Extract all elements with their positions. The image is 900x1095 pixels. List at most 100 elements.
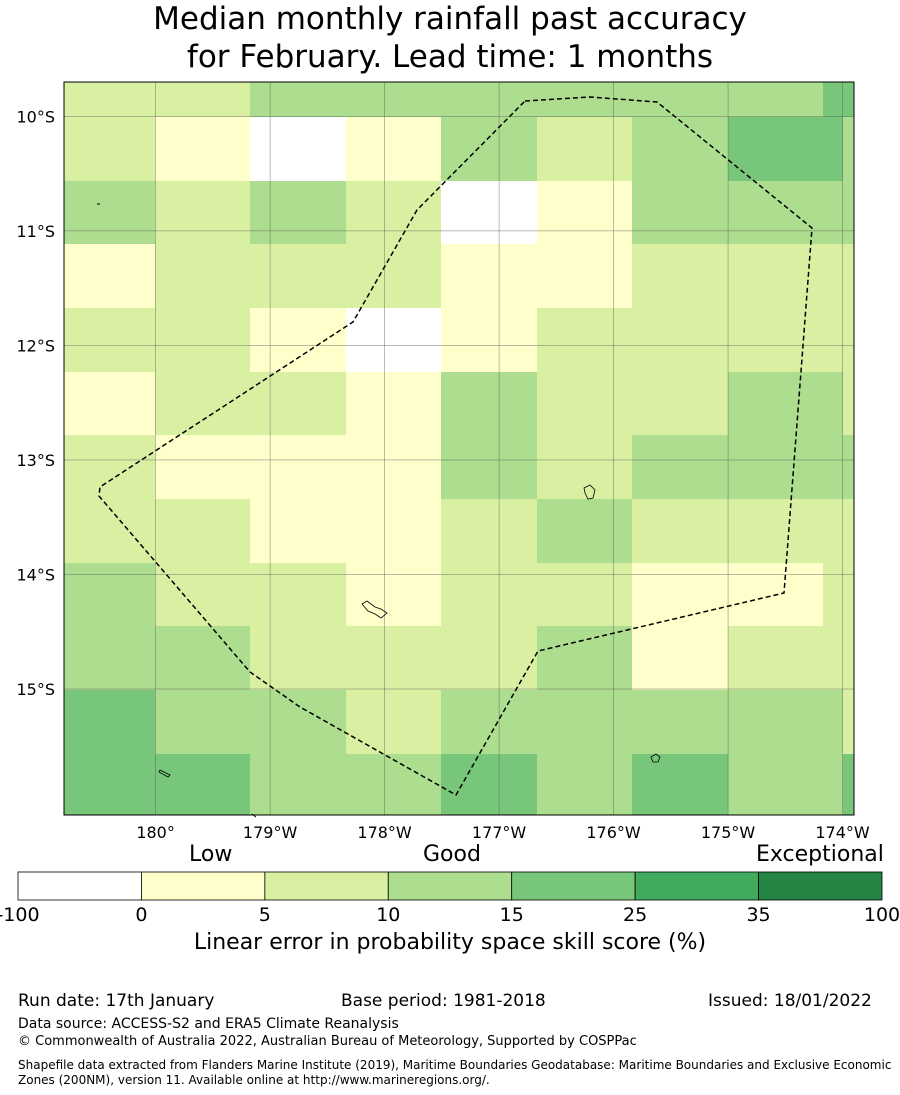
grid-cell [155,435,251,500]
grid-cell [632,244,729,309]
grid-cell [441,754,538,816]
grid-cell [537,626,633,691]
grid-cell [441,244,538,309]
grid-cell [441,372,538,436]
rainfall-accuracy-map: 10°S11°S12°S13°S14°S15°S 180° 179°W 178°W 1… [16,81,870,842]
grid-cell [250,754,347,816]
grid-cell [64,690,156,755]
grid-cell [823,499,844,564]
grid-cell [843,563,855,627]
grid-cell [441,308,538,373]
grid-cell [728,181,824,245]
grid-cell [346,82,442,118]
grid-cell [155,754,251,816]
lat-tick-label: 12°S [16,336,55,355]
category-exceptional: Exceptional [756,842,884,867]
lon-tick-label: 177°W [472,823,527,842]
grid-cell [823,754,844,816]
grid-cell [155,499,251,564]
colorbar-swatch [634,871,759,901]
lon-tick-label: 179°W [243,823,298,842]
grid-cell [346,181,442,245]
grid-cell [155,690,251,755]
lat-tick-label: 15°S [16,680,55,699]
colorbar-tick-label: -100 [0,904,40,926]
grid-cell [843,372,855,436]
grid-cell [843,499,855,564]
grid-cell [346,499,442,564]
grid-cell [728,754,824,816]
grid-cell [64,82,156,118]
island-reef-east [158,769,171,778]
grid-cell [843,435,855,500]
grid-cell [843,626,855,691]
colorbar-swatch [264,871,389,901]
category-good: Good [423,842,481,867]
grid-cell [537,181,633,245]
grid-cell [728,435,824,500]
grid-cell [64,754,156,816]
grid-cell [441,181,538,245]
grid-cell [537,754,633,816]
colorbar-tick-label: 10 [376,904,400,926]
grid-cell [155,181,251,245]
colorbar: -100 0 5 10 15 25 35 100 [0,871,900,926]
grid-cell [728,308,824,373]
grid-cell [250,244,347,309]
colorbar-swatches [17,871,883,901]
map-title: Median monthly rainfall past accuracy fo… [0,0,900,76]
grid-cell [155,372,251,436]
run-date: Run date: 17th January [18,991,215,1011]
colorbar-swatch [141,871,266,901]
grid-cell [155,82,251,118]
grid-cell [346,626,442,691]
grid-cell [728,499,824,564]
skill-grid-cells [64,82,855,816]
grid-cell [346,690,442,755]
colorbar-swatch [511,871,636,901]
grid-cell [823,244,844,309]
lat-tick-label: 10°S [16,107,55,126]
grid-cell [155,563,251,627]
lat-tick-label: 14°S [16,565,55,584]
grid-cell [823,308,844,373]
lon-tick-label: 176°W [586,823,641,842]
grid-cell [64,626,156,691]
map-gridlines [64,82,854,815]
grid-cell [250,117,347,182]
skill-categories: Low Good Exceptional [0,842,900,872]
grid-cell [64,308,156,373]
latitude-ticks: 10°S 11°S 12°S 13°S 14°S 15°S [16,107,55,699]
grid-cell [537,499,633,564]
grid-cell [728,626,824,691]
colorbar-tick-label: 15 [500,904,524,926]
island-atafu [583,484,596,500]
grid-cell [250,690,347,755]
data-source: Data source: ACCESS-S2 and ERA5 Climate … [18,1016,399,1032]
grid-cell [823,117,844,182]
grid-cell [843,244,855,309]
grid-cell [250,563,347,627]
grid-cell [728,82,824,118]
grid-cell [843,690,855,755]
grid-cell [250,82,347,118]
grid-cell [155,626,251,691]
grid-cell [632,626,729,691]
eez-boundary [98,96,813,797]
colorbar-swatch [17,871,142,901]
grid-cell [823,435,844,500]
grid-cell [64,499,156,564]
grid-cell [441,626,538,691]
island-fakaofo [650,753,661,763]
grid-cell [632,435,729,500]
grid-cell [823,372,844,436]
grid-cell [250,499,347,564]
grid-cell [728,117,824,182]
lon-tick-label: 174°W [815,823,870,842]
grid-cell [823,181,844,245]
copyright: © Commonwealth of Australia 2022, Austra… [18,1034,637,1049]
issued-date: Issued: 18/01/2022 [708,991,872,1011]
grid-cell [441,82,538,118]
grid-cell [632,181,729,245]
grid-cell [441,563,538,627]
